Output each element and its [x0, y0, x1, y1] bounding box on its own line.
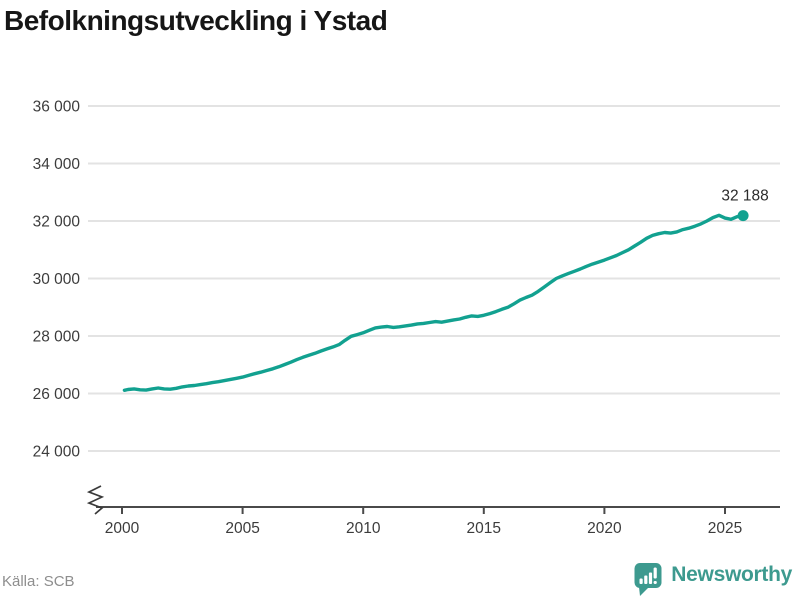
y-axis-tick-label: 26 000 [33, 386, 81, 403]
y-axis-tick-label: 36 000 [33, 99, 81, 116]
source-text: Källa: SCB [2, 573, 75, 590]
population-line [122, 213, 745, 392]
latest-point-marker [737, 210, 749, 222]
population-line-chart: 36 000 34 000 32 000 30 000 28 000 26 000 24 0… [33, 99, 780, 537]
newsworthy-logo[interactable]: Newsworthy [634, 561, 792, 597]
newsworthy-wordmark: Newsworthy [671, 563, 792, 586]
x-axis-tick-label: 2015 [467, 520, 501, 537]
axis-break-icon [86, 485, 105, 515]
latest-value-label: 32 188 [721, 188, 768, 205]
y-axis-tick-label: 28 000 [33, 329, 81, 346]
y-axis-tick-label: 24 000 [33, 444, 81, 461]
x-axis-tick-label: 2025 [708, 520, 742, 537]
x-axis-tick-label: 2000 [105, 520, 140, 537]
x-axis-tick-label: 2010 [346, 520, 381, 537]
x-axis-tick-label: 2005 [225, 520, 259, 537]
y-axis-tick-label: 32 000 [33, 214, 81, 231]
x-axis-tick-label: 2020 [587, 520, 622, 537]
y-axis-tick-label: 34 000 [33, 156, 81, 173]
page-title: Befolkningsutveckling i Ystad [4, 5, 388, 36]
y-axis-tick-label: 30 000 [33, 271, 81, 288]
newsworthy-icon [634, 563, 662, 596]
